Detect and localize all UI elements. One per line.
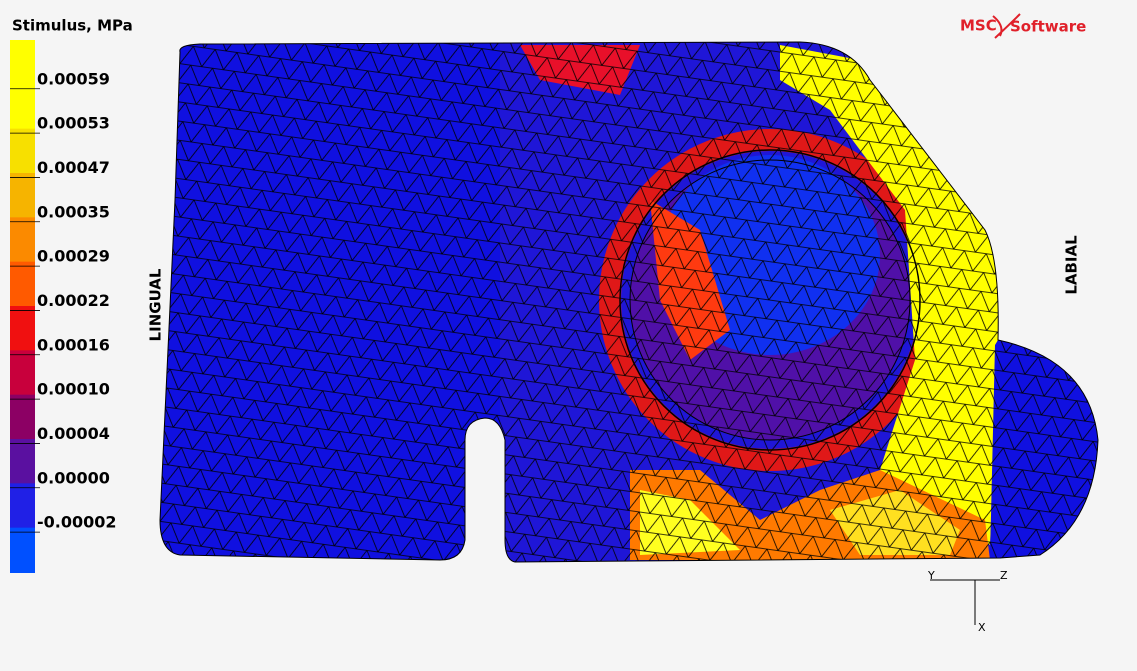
color-band bbox=[10, 173, 35, 219]
logo-product: Software bbox=[1010, 18, 1086, 36]
color-band bbox=[10, 40, 35, 86]
color-band bbox=[10, 128, 35, 174]
legend-label: 0.00053 bbox=[37, 114, 110, 133]
legend-label: 0.00029 bbox=[37, 247, 110, 266]
logo-brand: MSC bbox=[960, 17, 997, 35]
logo: MSC Software bbox=[960, 13, 1086, 39]
legend-label: 0.00022 bbox=[37, 291, 110, 310]
axis-triad bbox=[930, 579, 1000, 625]
legend-label: 0.00059 bbox=[37, 69, 110, 88]
color-band bbox=[10, 483, 35, 529]
legend-title: Stimulus, MPa bbox=[12, 17, 133, 35]
legend-label: 0.00004 bbox=[37, 424, 110, 443]
triad-label: X bbox=[978, 621, 986, 634]
color-band bbox=[10, 394, 35, 440]
legend-label: -0.00002 bbox=[37, 513, 117, 532]
legend-label: 0.00010 bbox=[37, 380, 110, 399]
side-label: LABIAL bbox=[1063, 235, 1081, 295]
legend-label: 0.00016 bbox=[37, 335, 110, 354]
triad-label: Y bbox=[927, 569, 935, 582]
legend-label: 0.00000 bbox=[37, 468, 110, 487]
side-label: LINGUAL bbox=[147, 268, 165, 341]
triad-label: Z bbox=[1000, 569, 1008, 582]
color-band bbox=[10, 261, 35, 307]
color-band bbox=[10, 527, 35, 573]
color-band bbox=[10, 217, 35, 263]
color-bar: 0.00059 0.00053 0.00047 0.00035 0.00029 0.000… bbox=[10, 40, 117, 573]
legend-label: 0.00035 bbox=[37, 202, 110, 221]
legend-label: 0.00047 bbox=[37, 158, 110, 177]
color-band bbox=[10, 84, 35, 130]
color-band bbox=[10, 439, 35, 485]
color-band bbox=[10, 306, 35, 352]
color-band bbox=[10, 350, 35, 396]
